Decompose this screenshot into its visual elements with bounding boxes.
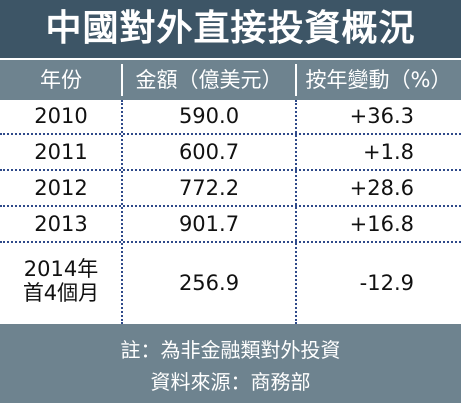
column-divider	[295, 100, 297, 324]
row-year: 2014年 首4個月	[0, 243, 122, 324]
row-year: 2010	[34, 104, 88, 128]
header-amount: 金額（億美元）	[135, 68, 283, 92]
table-row: 2013 901.7 +16.8	[0, 207, 461, 241]
header-change: 按年變動（%）	[305, 68, 452, 92]
row-change: +28.6	[349, 176, 414, 200]
row-amount: 256.9	[178, 271, 240, 295]
table-title: 中國對外直接投資概況	[0, 0, 461, 58]
row-amount: 772.2	[178, 176, 240, 200]
footer: 註：為非金融類對外投資 資料來源：商務部	[0, 324, 461, 403]
row-divider	[0, 241, 461, 243]
header-divider	[295, 64, 297, 96]
table-row: 2014年 首4個月 256.9 -12.9	[0, 243, 461, 324]
column-divider	[121, 100, 123, 324]
row-divider	[0, 133, 461, 135]
table-row: 2010 590.0 +36.3	[0, 100, 461, 133]
row-year: 2012	[34, 176, 88, 200]
row-amount: 600.7	[178, 140, 240, 164]
row-change: +16.8	[349, 212, 414, 236]
row-amount: 901.7	[178, 212, 240, 236]
footer-source: 資料來源：商務部	[150, 370, 311, 394]
row-year: 2013	[34, 212, 88, 236]
footer-note: 註：為非金融類對外投資	[120, 338, 341, 362]
header-divider	[121, 64, 123, 96]
table-body	[0, 100, 461, 324]
table-row: 2012 772.2 +28.6	[0, 171, 461, 205]
row-year: 2011	[34, 140, 88, 164]
table-row: 2011 600.7 +1.8	[0, 135, 461, 169]
row-change: -12.9	[359, 271, 414, 295]
row-change: +36.3	[349, 104, 414, 128]
row-divider	[0, 169, 461, 171]
row-amount: 590.0	[178, 104, 240, 128]
row-change: +1.8	[363, 140, 414, 164]
row-year-line2: 首4個月	[22, 281, 100, 305]
header-row: 年份 金額（億美元） 按年變動（%）	[0, 60, 461, 100]
header-year: 年份	[40, 68, 82, 92]
row-divider	[0, 205, 461, 207]
row-year-line1: 2014年	[23, 257, 99, 281]
